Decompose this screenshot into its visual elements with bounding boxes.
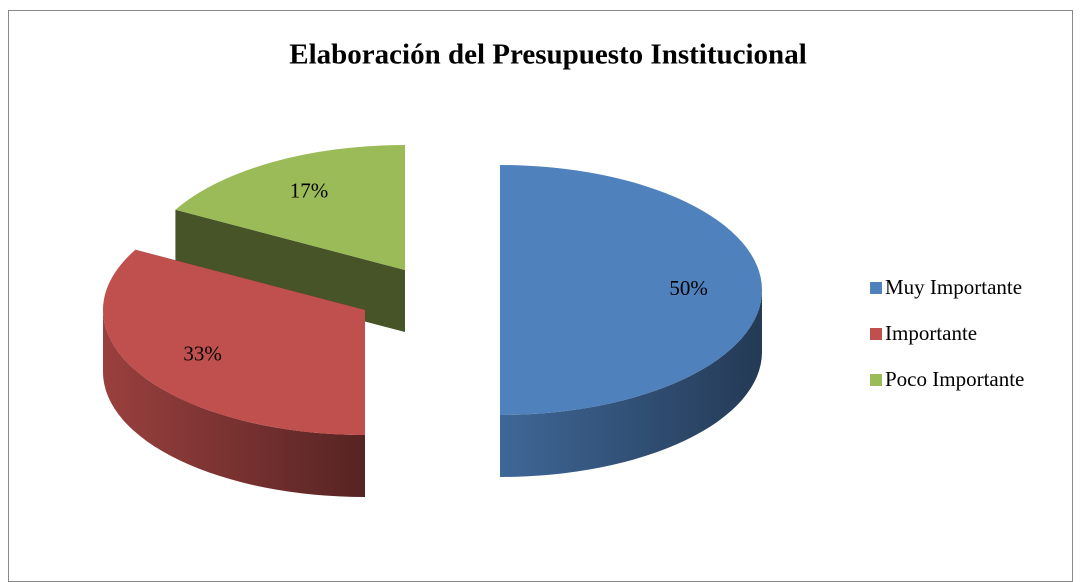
legend-label: Muy Importante <box>885 275 1022 299</box>
data-label: 33% <box>183 342 222 366</box>
slice <box>175 145 405 270</box>
slice <box>103 249 365 435</box>
legend-label: Poco Importante <box>885 367 1024 391</box>
slice-side <box>103 310 365 497</box>
slice <box>500 165 762 415</box>
legend-swatch <box>870 374 882 386</box>
legend-swatch <box>870 328 882 340</box>
slice-side <box>500 290 762 477</box>
chart-title: Elaboración del Presupuesto Instituciona… <box>289 39 807 71</box>
legend-swatch <box>870 282 882 294</box>
legend-label: Importante <box>885 321 977 345</box>
data-label: 50% <box>669 276 708 300</box>
data-label: 17% <box>290 178 329 202</box>
slice-side <box>175 209 405 332</box>
